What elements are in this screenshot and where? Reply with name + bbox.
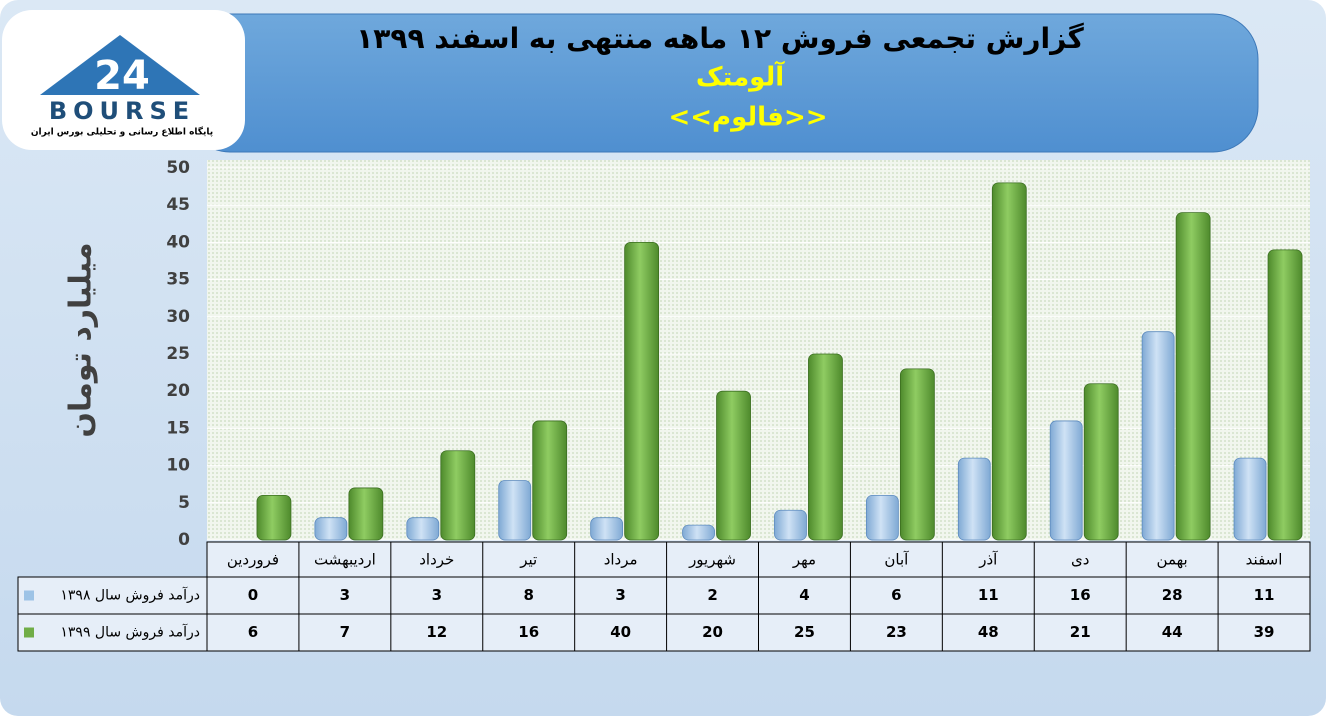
table-value: 3 — [615, 586, 625, 604]
x-tick-label: دی — [1071, 551, 1089, 569]
y-tick-label: 30 — [166, 307, 190, 327]
table-value: 3 — [432, 586, 442, 604]
bar — [991, 182, 1027, 541]
chart-subtitle: آلومتک — [696, 61, 785, 93]
bar — [314, 517, 348, 541]
table-value: 44 — [1162, 623, 1183, 641]
table-value: 20 — [702, 623, 723, 641]
y-tick-label: 25 — [166, 344, 190, 364]
bar — [1233, 457, 1267, 541]
legend-swatch — [24, 627, 34, 638]
x-tick-label: آذر — [978, 551, 998, 569]
table-value: 6 — [248, 623, 258, 641]
bar — [498, 480, 532, 541]
bar — [1083, 383, 1119, 541]
x-tick-label: بهمن — [1157, 551, 1188, 569]
bar — [682, 524, 715, 541]
table-value: 16 — [518, 623, 539, 641]
logo-shape — [40, 35, 200, 95]
table-value: 0 — [248, 586, 258, 604]
x-tick-label: شهریور — [688, 551, 736, 569]
y-tick-label: 10 — [166, 456, 190, 476]
table-value: 48 — [978, 623, 999, 641]
bar — [624, 241, 660, 541]
bar — [1175, 212, 1211, 541]
x-tick-label: اسفند — [1246, 551, 1283, 569]
bar — [1267, 249, 1303, 541]
y-tick-label: 35 — [166, 270, 190, 290]
legend-swatch — [24, 590, 34, 601]
bar — [440, 450, 476, 541]
table-value: 11 — [1254, 586, 1275, 604]
bar — [865, 494, 899, 541]
logo-tagline: پایگاه اطلاع رسانی و تحلیلی بورس ایران — [31, 126, 213, 138]
bar — [590, 517, 624, 541]
table-value: 23 — [886, 623, 907, 641]
table-value: 11 — [978, 586, 999, 604]
x-tick-label: مرداد — [604, 551, 638, 569]
table-value: 7 — [340, 623, 350, 641]
bar — [957, 457, 991, 541]
y-tick-label: 20 — [166, 381, 190, 401]
plot-area — [207, 160, 1310, 540]
table-value: 16 — [1070, 586, 1091, 604]
logo-name: BOURSE — [49, 97, 195, 125]
y-tick-label: 40 — [166, 232, 190, 252]
chart-symbol: <<فالوم>> — [668, 103, 827, 133]
x-tick-label: تیر — [519, 551, 537, 569]
logo-mark: 24 — [94, 53, 150, 99]
y-tick-label: 0 — [178, 530, 190, 550]
table-value: 6 — [891, 586, 901, 604]
legend-label: درآمد فروش سال ۱۳۹۸ — [60, 587, 200, 604]
y-tick-label: 50 — [166, 158, 190, 178]
bar — [716, 390, 751, 541]
table-value: 39 — [1254, 623, 1275, 641]
table-value: 25 — [794, 623, 815, 641]
legend-label: درآمد فروش سال ۱۳۹۹ — [60, 624, 200, 641]
bar — [774, 509, 807, 541]
table-value: 40 — [610, 623, 631, 641]
bar — [348, 487, 384, 541]
bar — [532, 420, 568, 541]
y-axis-label: میلیارد تومان — [64, 242, 99, 437]
bar — [406, 517, 440, 541]
chart-title: گزارش تجمعی فروش ۱۲ ماهه منتهی به اسفند … — [356, 22, 1084, 55]
bar — [899, 368, 935, 541]
table-value: 21 — [1070, 623, 1091, 641]
x-tick-label: فروردین — [227, 551, 279, 569]
x-tick-label: اردیبهشت — [314, 551, 376, 569]
x-tick-label: آبان — [884, 551, 909, 569]
bar — [1049, 420, 1083, 541]
table-value: 3 — [340, 586, 350, 604]
table-value: 4 — [799, 586, 809, 604]
y-tick-label: 15 — [166, 418, 190, 438]
y-tick-label: 5 — [178, 493, 190, 513]
table-value: 28 — [1162, 586, 1183, 604]
bar — [808, 353, 843, 541]
x-tick-label: مهر — [792, 551, 816, 569]
table-value: 12 — [426, 623, 447, 641]
y-tick-label: 45 — [166, 195, 190, 215]
table-value: 2 — [707, 586, 717, 604]
x-tick-label: خرداد — [419, 551, 454, 569]
bar — [1141, 331, 1175, 541]
table-value: 8 — [523, 586, 533, 604]
bar — [256, 494, 292, 541]
